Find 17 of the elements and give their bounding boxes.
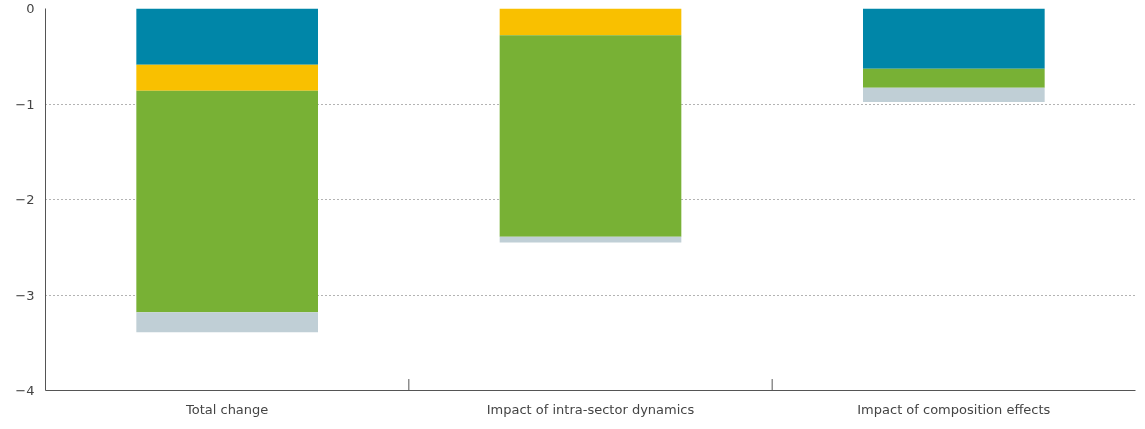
bar (499, 35, 682, 237)
bar (499, 8, 682, 36)
y-tick-label: −3 (15, 287, 35, 303)
y-tick-label: −2 (15, 192, 35, 207)
y-tick-label: −1 (15, 96, 35, 112)
x-tick-label: Impact of composition effects (857, 401, 1051, 417)
bar (136, 64, 318, 91)
x-tick-label: Total change (185, 401, 269, 417)
y-tick-label: 0 (26, 1, 35, 16)
bar (863, 87, 1045, 103)
x-tick-label: Impact of intra-sector dynamics (486, 401, 695, 417)
y-tick-label: −4 (15, 383, 35, 398)
bar (136, 90, 318, 313)
bar (136, 312, 318, 333)
bar (136, 8, 318, 65)
bar (863, 8, 1045, 69)
bar (863, 68, 1045, 88)
